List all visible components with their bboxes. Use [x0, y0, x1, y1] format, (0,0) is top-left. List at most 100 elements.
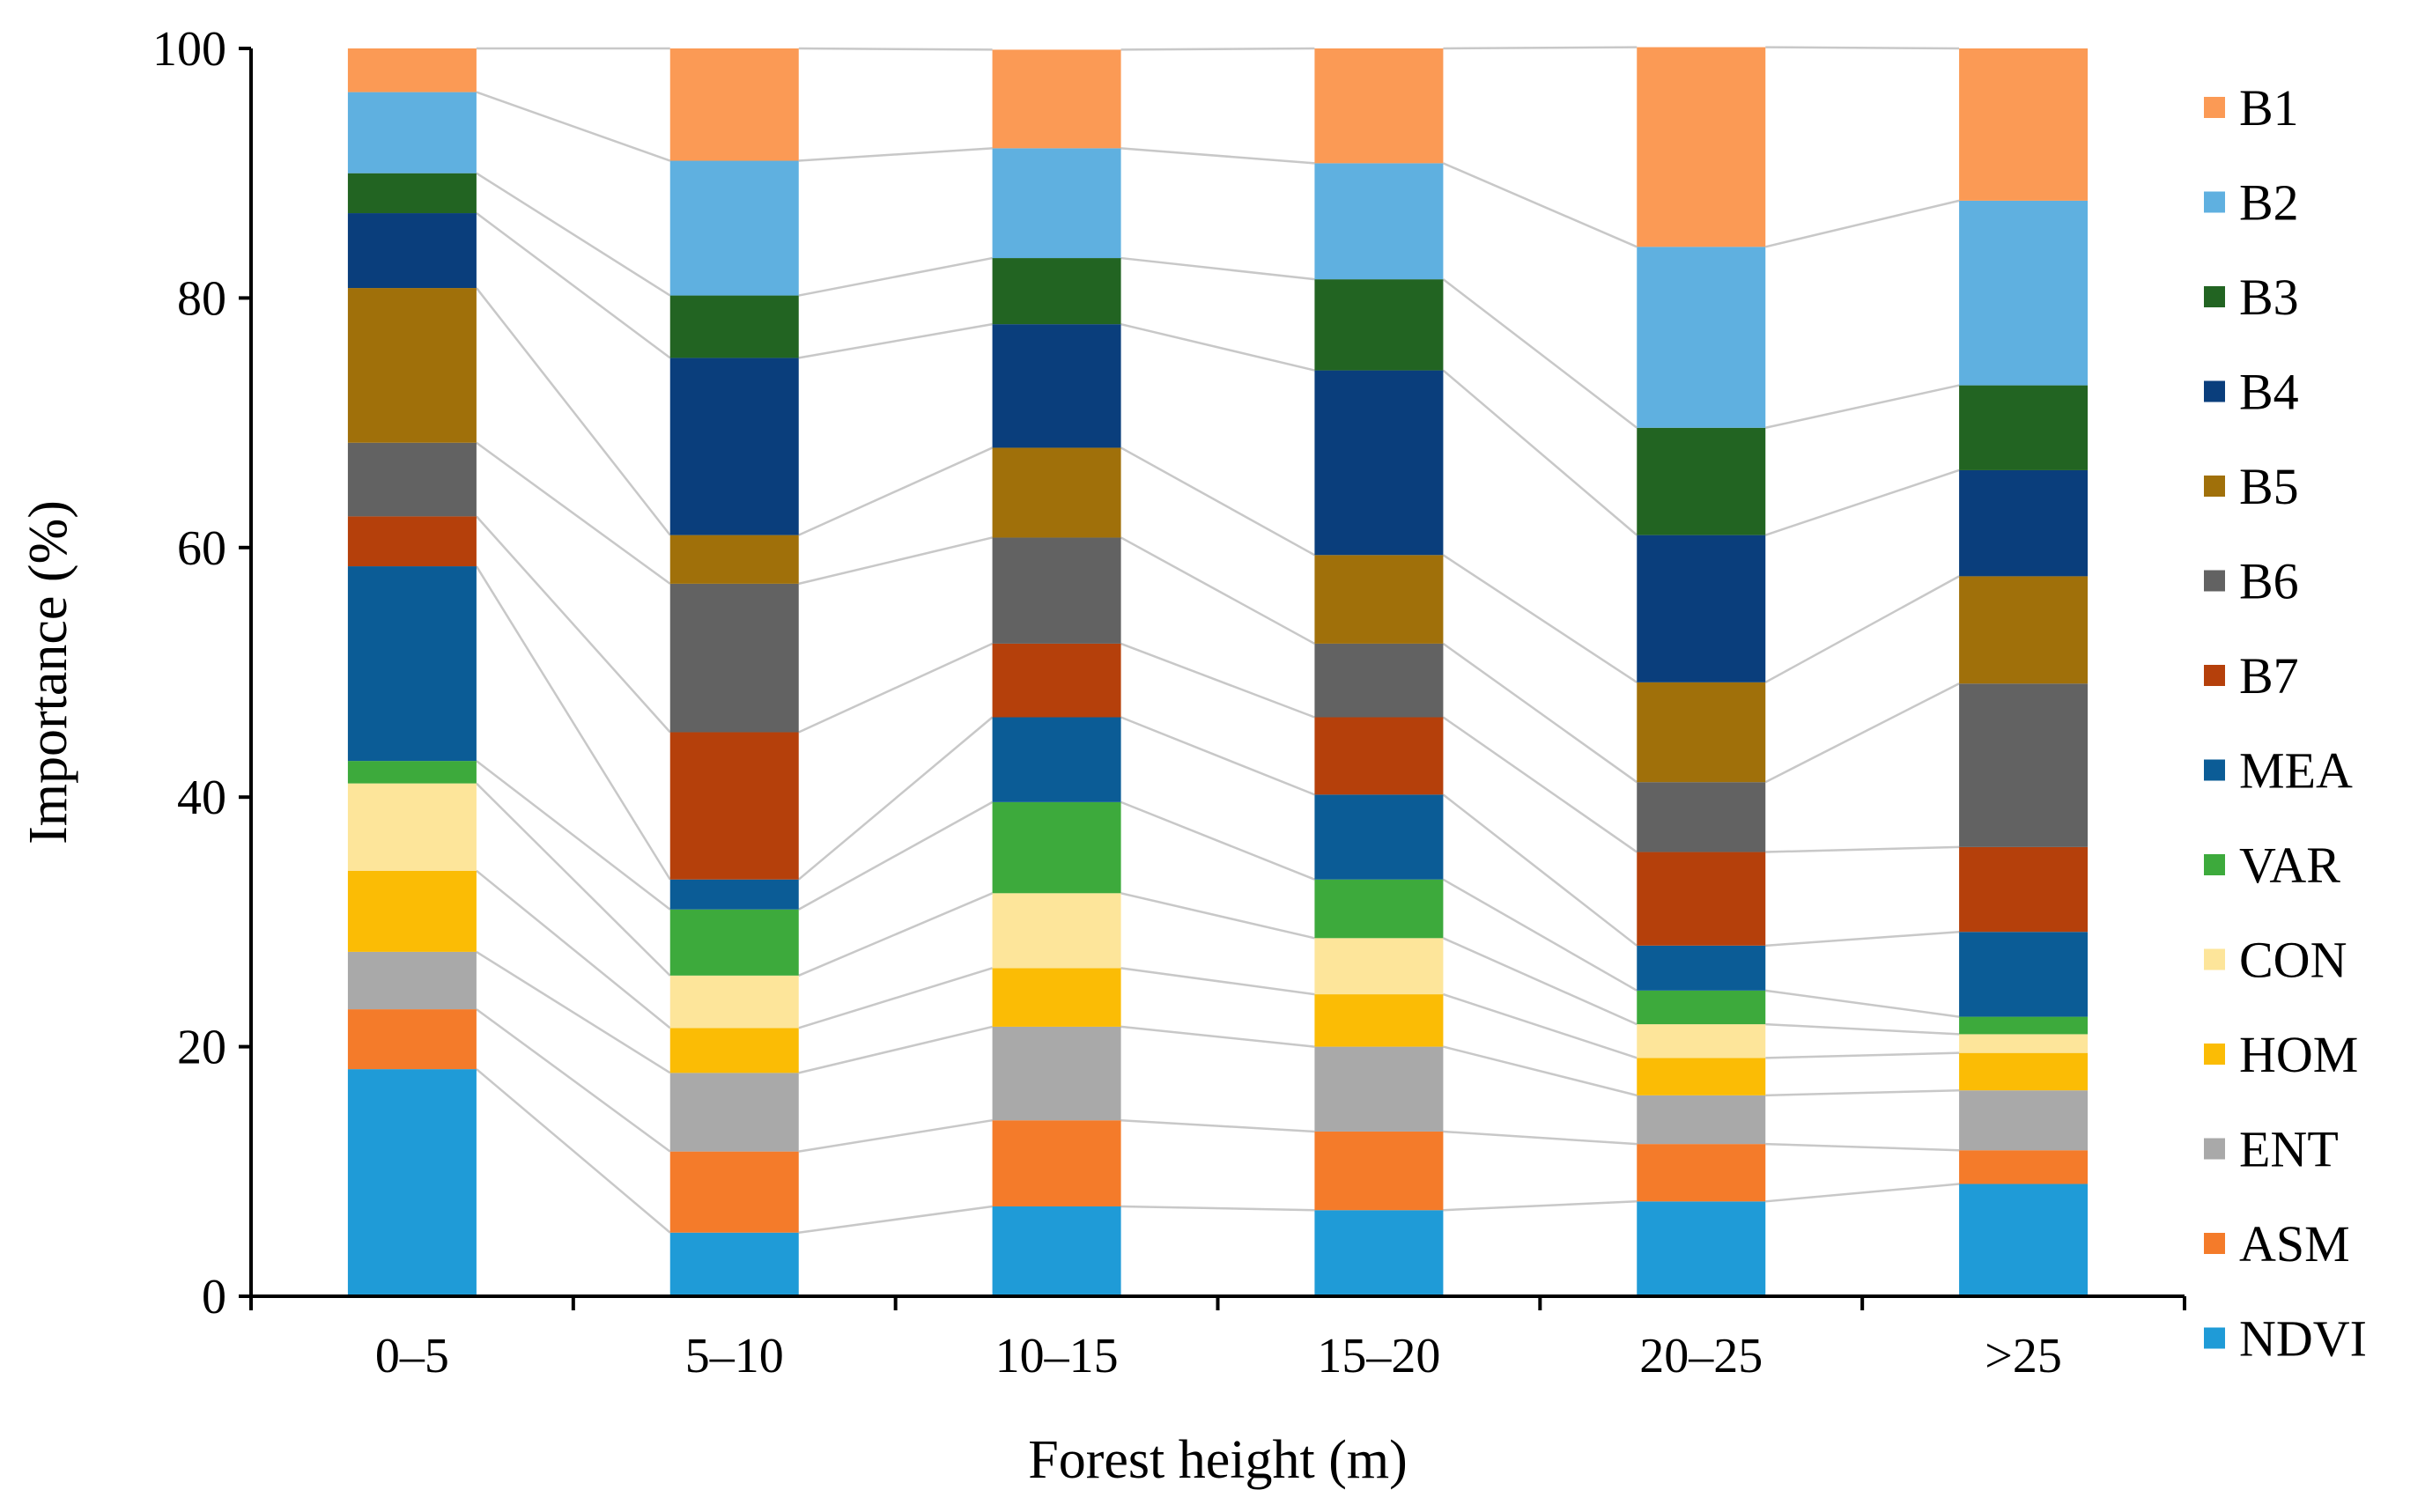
bar-ent-4	[1637, 1095, 1766, 1145]
legend-swatch-mea	[2204, 759, 2225, 781]
legend-label-asm: ASM	[2239, 1215, 2350, 1272]
bar-con-3	[1314, 938, 1444, 995]
connector-b6-4	[1764, 682, 1960, 784]
bar-b2-5	[1959, 200, 2089, 386]
connector-var-1	[798, 800, 994, 911]
connector-b1-1	[798, 47, 993, 51]
bar-b5-2	[992, 447, 1121, 538]
legend-label-ndvi: NDVI	[2239, 1310, 2367, 1368]
bar-ndvi-3	[1314, 1210, 1444, 1296]
connector-b3-1	[798, 256, 993, 297]
connector-b5-0	[475, 287, 671, 536]
connector-b1-2	[1120, 47, 1315, 51]
bar-con-5	[1959, 1034, 2089, 1053]
bar-asm-0	[347, 1009, 477, 1070]
connector-b7-3	[1442, 716, 1638, 853]
legend-swatch-asm	[2204, 1233, 2225, 1254]
connector-con-0	[476, 782, 671, 977]
bar-b1-3	[1314, 48, 1444, 164]
bar-mea-0	[347, 566, 477, 762]
bar-asm-4	[1637, 1144, 1766, 1202]
connector-hom-4	[1765, 1051, 1960, 1059]
bar-b5-5	[1959, 576, 2089, 684]
x-tick-label: 20–25	[1639, 1329, 1763, 1383]
legend-label-var: VAR	[2239, 837, 2340, 894]
legend-swatch-b3	[2204, 286, 2225, 307]
legend-swatch-b2	[2204, 191, 2225, 213]
bar-hom-3	[1314, 994, 1444, 1047]
connector-con-4	[1765, 1022, 1960, 1036]
bar-b3-0	[347, 173, 477, 214]
legend-swatch-b4	[2204, 380, 2225, 402]
legend-label-con: CON	[2239, 932, 2347, 989]
connector-b7-2	[1120, 642, 1315, 719]
bar-asm-3	[1314, 1131, 1444, 1211]
connector-asm-4	[1765, 1142, 1960, 1152]
bar-b4-1	[669, 358, 799, 535]
x-tick-label: 5–10	[685, 1329, 784, 1383]
connector-con-2	[1120, 892, 1315, 940]
bar-b2-1	[669, 160, 799, 296]
bar-b1-1	[669, 48, 799, 161]
legend-swatch-ent	[2204, 1138, 2225, 1160]
connector-b4-3	[1442, 369, 1638, 536]
x-tick-label: 10–15	[995, 1329, 1119, 1383]
bar-b3-4	[1637, 427, 1766, 535]
x-tick-label: 0–5	[375, 1329, 449, 1383]
connector-var-0	[476, 760, 671, 911]
bar-var-4	[1637, 990, 1766, 1025]
bar-mea-2	[992, 717, 1121, 802]
bar-b4-0	[347, 213, 477, 289]
bar-b3-2	[992, 258, 1121, 325]
connector-ndvi-4	[1765, 1183, 1960, 1203]
connector-ent-2	[1120, 1025, 1315, 1048]
x-axis-ticks: 0–5 5–10 10–15 15–20 20–25 >25	[249, 1296, 2186, 1383]
connector-b6-0	[476, 441, 671, 585]
bar-b4-5	[1959, 469, 2089, 577]
legend-swatch-var	[2204, 854, 2225, 875]
connector-hom-2	[1120, 967, 1315, 996]
bar-b7-0	[347, 516, 477, 567]
bar-b2-3	[1314, 163, 1444, 280]
bar-b6-4	[1637, 782, 1766, 852]
bar-b6-5	[1959, 683, 2089, 847]
bar-hom-0	[347, 870, 477, 952]
connector-mea-4	[1765, 930, 1960, 948]
bar-ndvi-4	[1637, 1201, 1766, 1296]
connector-ndvi-2	[1120, 1205, 1315, 1212]
y-tick-label: 100	[152, 22, 226, 77]
bar-mea-5	[1959, 932, 2089, 1017]
bar-var-3	[1314, 879, 1444, 939]
bar-b6-1	[669, 583, 799, 733]
connector-b5-1	[798, 446, 994, 536]
bar-asm-2	[992, 1120, 1121, 1206]
connector-mea-0	[475, 565, 671, 881]
bar-var-5	[1959, 1016, 2089, 1035]
legend-label-mea: MEA	[2239, 742, 2353, 800]
connector-b3-3	[1442, 278, 1638, 429]
connector-b3-2	[1120, 256, 1315, 281]
connector-ent-4	[1765, 1088, 1960, 1097]
connector-ent-1	[798, 1025, 993, 1074]
bar-hom-2	[992, 968, 1121, 1027]
connector-asm-2	[1120, 1118, 1315, 1133]
bar-b5-3	[1314, 555, 1444, 644]
connector-mea-3	[1442, 793, 1638, 947]
bar-stacks	[347, 47, 2089, 1296]
connector-asm-0	[476, 1008, 671, 1153]
bar-b4-4	[1637, 535, 1766, 682]
bar-mea-4	[1637, 945, 1766, 991]
legend-swatch-hom	[2204, 1044, 2225, 1065]
legend-swatch-b5	[2204, 476, 2225, 497]
bar-b1-5	[1959, 48, 2089, 201]
legend-swatch-con	[2204, 948, 2225, 970]
y-tick-label: 20	[177, 1021, 226, 1075]
bar-b7-4	[1637, 852, 1766, 946]
connector-mea-1	[797, 716, 994, 881]
connector-ndvi-0	[476, 1068, 671, 1234]
connector-b4-2	[1120, 322, 1315, 372]
bar-hom-5	[1959, 1052, 2089, 1091]
connector-b7-4	[1765, 845, 1960, 853]
connector-b7-0	[475, 515, 671, 734]
connector-ent-0	[476, 950, 671, 1074]
